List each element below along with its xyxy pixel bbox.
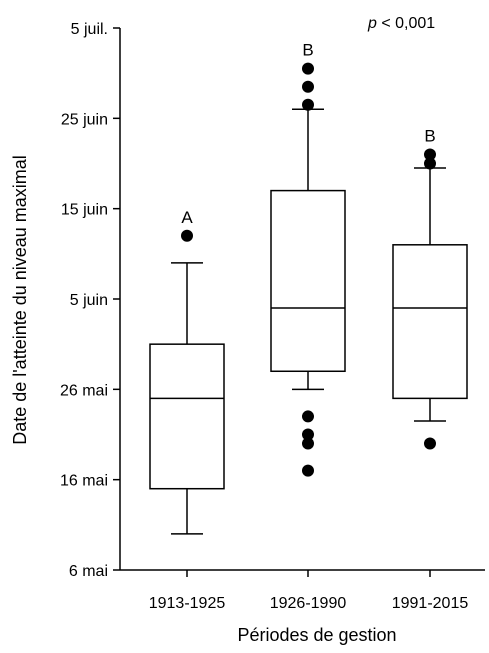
y-tick-label: 26 mai — [60, 382, 108, 399]
outlier-point — [424, 157, 436, 170]
p-symbol: p — [367, 15, 377, 32]
outlier-point — [302, 80, 314, 93]
x-tick-label: 1991-2015 — [392, 595, 469, 612]
x-axis-label: Périodes de gestion — [237, 625, 396, 645]
outlier-point — [302, 98, 314, 111]
p-value-annotation: p < 0,001 — [367, 15, 435, 32]
outlier-point — [302, 410, 314, 423]
outlier-point — [302, 464, 314, 477]
outlier-point — [424, 437, 436, 450]
significance-letter: B — [424, 126, 435, 145]
outlier-point — [424, 148, 436, 161]
significance-letter: B — [302, 41, 313, 60]
outlier-point — [302, 428, 314, 441]
box-group: A — [149, 208, 225, 535]
y-tick-label: 25 juin — [61, 111, 108, 128]
significance-letter: A — [181, 208, 193, 227]
box-group: B — [392, 126, 468, 450]
y-tick-label: 5 juin — [70, 292, 108, 309]
p-value-text: < 0,001 — [377, 15, 435, 32]
x-tick-label: 1913-1925 — [149, 595, 226, 612]
outlier-point — [302, 62, 314, 75]
boxes-layer: A B B — [149, 41, 468, 535]
y-axis-label: Date de l'atteinte du niveau maximal — [10, 155, 30, 445]
y-tick-label: 15 juin — [61, 202, 108, 219]
x-axis: 1913-1925 1926-1990 1991-2015 — [120, 569, 485, 612]
box-group: B — [270, 41, 346, 477]
x-tick-label: 1926-1990 — [270, 595, 347, 612]
box-iqr — [392, 244, 468, 400]
outlier-point — [181, 229, 193, 242]
outlier-point — [302, 437, 314, 450]
y-tick-label: 5 juil. — [71, 21, 108, 38]
box-iqr — [270, 189, 346, 373]
y-tick-label: 6 mai — [69, 563, 108, 580]
box-iqr — [149, 343, 225, 490]
y-axis: 6 mai 16 mai 26 mai 5 juin 15 juin 25 juin 5 j… — [60, 21, 121, 580]
y-tick-label: 16 mai — [60, 473, 108, 490]
